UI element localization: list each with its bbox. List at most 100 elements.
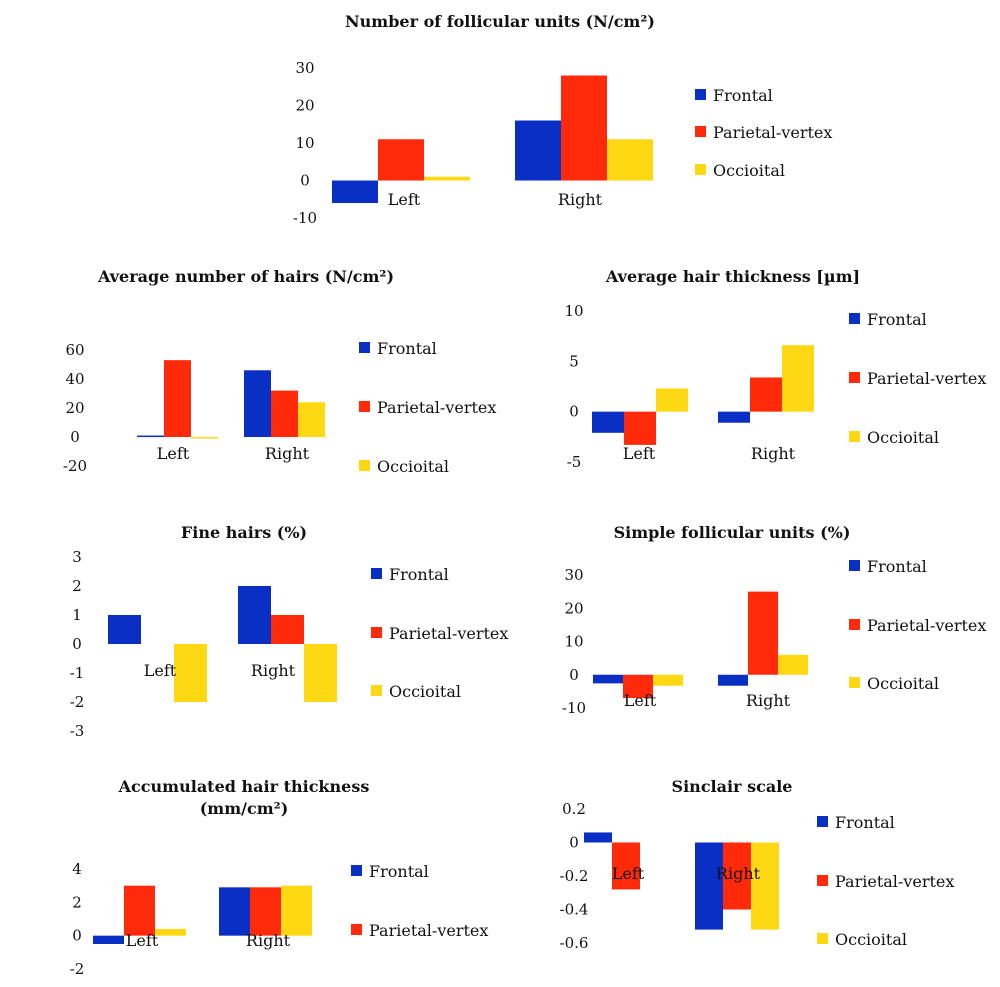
y-tick-label: 60 bbox=[65, 341, 84, 359]
bar-frontal-left bbox=[93, 935, 124, 944]
y-tick-label: 3 bbox=[72, 548, 82, 566]
legend-label: Occioital bbox=[713, 161, 785, 180]
bar-occioital-right bbox=[778, 654, 808, 675]
bar-occioital-right bbox=[607, 139, 653, 181]
x-category-label: Left bbox=[144, 661, 177, 680]
legend-swatch-frontal bbox=[359, 342, 370, 353]
y-tick-label: -2 bbox=[70, 693, 85, 711]
bar-parietal-vertex-right bbox=[750, 377, 782, 412]
y-tick-label: 10 bbox=[564, 633, 583, 651]
legend-swatch-frontal bbox=[849, 313, 860, 324]
bar-occioital-left bbox=[191, 437, 218, 439]
legend-swatch-parietal-vertex bbox=[849, 619, 860, 630]
y-tick-label: 0 bbox=[72, 927, 82, 945]
legend-label: Parietal-vertex bbox=[369, 921, 488, 940]
chart-title: Simple follicular units (%) bbox=[614, 523, 851, 542]
y-tick-label: 0 bbox=[70, 428, 80, 446]
y-tick-label: 4 bbox=[72, 860, 82, 878]
bar-occioital-right bbox=[298, 402, 325, 437]
y-tick-label: 10 bbox=[564, 302, 583, 320]
bar-frontal-right bbox=[238, 586, 271, 644]
legend-swatch-occioital bbox=[817, 933, 828, 944]
chart-title: (mm/cm²) bbox=[200, 799, 289, 818]
bar-occioital-right bbox=[281, 885, 312, 936]
bar-parietal-vertex-left bbox=[612, 842, 640, 890]
bar-frontal-left bbox=[592, 411, 624, 433]
bar-frontal-left bbox=[108, 615, 141, 644]
bar-frontal-left bbox=[593, 674, 623, 684]
y-tick-label: 0 bbox=[72, 635, 82, 653]
x-category-label: Right bbox=[746, 691, 791, 710]
legend-label: Parietal-vertex bbox=[377, 398, 496, 417]
y-tick-label: -20 bbox=[63, 457, 87, 475]
y-tick-label: 20 bbox=[65, 399, 84, 417]
y-tick-label: 20 bbox=[564, 599, 583, 617]
x-category-label: Left bbox=[388, 190, 421, 209]
legend-label: Parietal-vertex bbox=[835, 872, 954, 891]
legend-swatch-parietal-vertex bbox=[849, 372, 860, 383]
y-tick-label: 0 bbox=[569, 403, 579, 421]
bar-occioital-left bbox=[424, 176, 470, 181]
y-tick-label: -10 bbox=[293, 209, 317, 227]
bar-parietal-vertex-left bbox=[378, 139, 424, 181]
y-tick-label: 1 bbox=[72, 606, 82, 624]
x-category-label: Left bbox=[624, 691, 657, 710]
x-category-label: Right bbox=[558, 190, 603, 209]
y-tick-label: 2 bbox=[72, 893, 82, 911]
bar-parietal-vertex-left bbox=[624, 411, 656, 445]
x-category-label: Right bbox=[251, 661, 296, 680]
x-category-label: Right bbox=[265, 444, 310, 463]
x-category-label: Right bbox=[716, 864, 761, 883]
legend-swatch-parietal-vertex bbox=[359, 401, 370, 412]
legend-swatch-parietal-vertex bbox=[695, 126, 706, 137]
bar-occioital-right bbox=[304, 644, 337, 702]
y-tick-label: 0 bbox=[569, 666, 579, 684]
legend-label: Frontal bbox=[867, 557, 927, 576]
legend-swatch-parietal-vertex bbox=[351, 924, 362, 935]
chart-panel-7: Sinclair scale 0.2 0 -0.2 -0.4 -0.6 Left Right F… bbox=[560, 777, 955, 952]
chart-title: Fine hairs (%) bbox=[181, 523, 307, 542]
legend-label: Occioital bbox=[867, 428, 939, 447]
bar-parietal-vertex-right bbox=[748, 591, 778, 675]
legend-label: Frontal bbox=[867, 310, 927, 329]
x-category-label: Left bbox=[612, 864, 645, 883]
chart-panel-3: Average hair thickness [µm] 10 5 0 -5 Left Rig… bbox=[564, 267, 986, 471]
bar-parietal-vertex-right bbox=[561, 75, 607, 181]
legend-label: Frontal bbox=[389, 565, 449, 584]
bar-parietal-vertex-right bbox=[271, 390, 298, 437]
legend-label: Frontal bbox=[369, 862, 429, 881]
legend-swatch-frontal bbox=[371, 568, 382, 579]
y-tick-label: -0.2 bbox=[560, 867, 589, 885]
y-tick-label: 10 bbox=[295, 134, 314, 152]
legend-label: Occioital bbox=[867, 674, 939, 693]
bar-parietal-vertex-left bbox=[124, 885, 155, 936]
x-category-label: Left bbox=[157, 444, 190, 463]
bar-frontal-right bbox=[515, 120, 561, 181]
bar-occioital-left bbox=[155, 929, 186, 936]
legend-label: Occioital bbox=[389, 682, 461, 701]
chart-panel-4: Fine hairs (%) 3 2 1 0 -1 -2 -3 Left Right Frontal… bbox=[70, 523, 509, 740]
legend-label: Parietal-vertex bbox=[713, 123, 832, 142]
chart-panel-6: Accumulated hair thickness (mm/cm²) 4 2 0 -2 L… bbox=[70, 777, 489, 978]
x-category-label: Left bbox=[623, 444, 656, 463]
y-tick-label: 40 bbox=[65, 370, 84, 388]
x-category-label: Right bbox=[246, 931, 291, 950]
bar-parietal-vertex-left bbox=[164, 360, 191, 437]
y-tick-label: -0.6 bbox=[560, 934, 589, 952]
chart-panel-1: Number of follicular units (N/cm²) 30 20 10… bbox=[293, 12, 832, 227]
legend-label: Occioital bbox=[835, 930, 907, 949]
bar-frontal-left bbox=[584, 832, 612, 843]
y-tick-label: 2 bbox=[72, 577, 82, 595]
bar-occioital-right bbox=[782, 345, 814, 412]
legend-swatch-frontal bbox=[849, 560, 860, 571]
legend-label: Frontal bbox=[377, 339, 437, 358]
y-tick-label: -3 bbox=[70, 722, 85, 740]
y-tick-label: 0 bbox=[569, 834, 579, 852]
legend-label: Occioital bbox=[377, 457, 449, 476]
bar-frontal-left bbox=[332, 180, 378, 203]
y-tick-label: -0.4 bbox=[560, 901, 589, 919]
bar-frontal-right bbox=[244, 370, 271, 437]
bar-occioital-left bbox=[653, 674, 683, 686]
legend-swatch-frontal bbox=[351, 865, 362, 876]
